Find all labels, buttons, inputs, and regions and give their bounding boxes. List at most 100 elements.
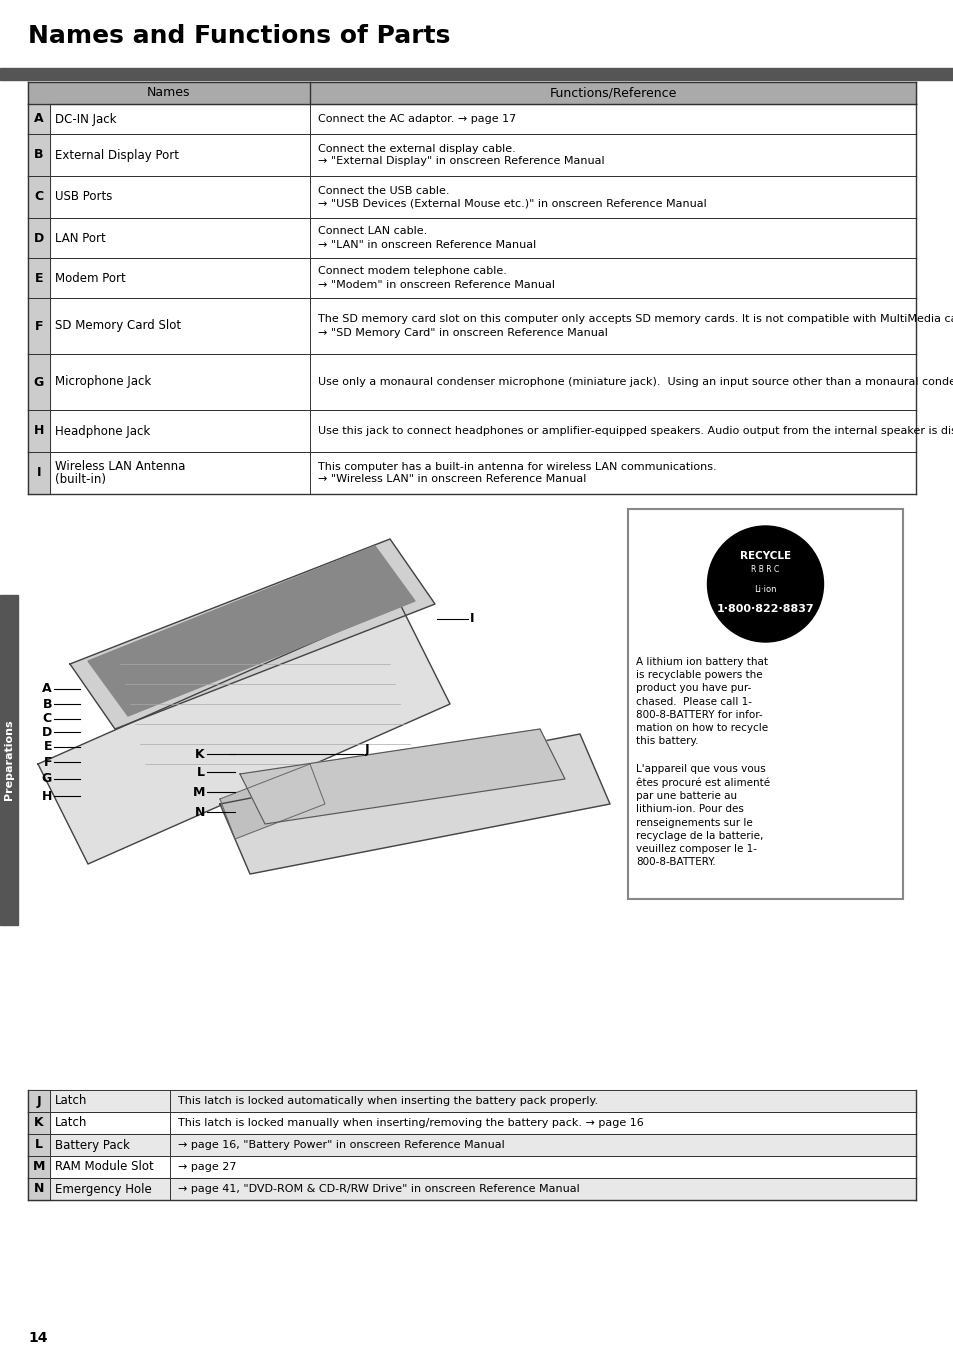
Bar [28, 1089, 915, 1112]
Polygon shape [70, 539, 435, 729]
Text: I: I [37, 467, 41, 479]
Text: G: G [34, 375, 44, 389]
Text: A: A [34, 112, 44, 126]
Text: N: N [194, 806, 205, 818]
Text: → "Wireless LAN" in onscreen Reference Manual: → "Wireless LAN" in onscreen Reference M… [317, 474, 586, 485]
Text: 1·800·822·8837: 1·800·822·8837 [716, 603, 814, 614]
Text: H: H [42, 790, 52, 802]
Text: F: F [34, 320, 43, 332]
Text: → page 27: → page 27 [178, 1162, 236, 1172]
Text: B: B [43, 698, 52, 710]
Bar [0, 595, 18, 925]
Polygon shape [220, 734, 609, 873]
Bar [28, 134, 915, 176]
Text: LAN Port: LAN Port [55, 231, 106, 244]
Text: 14: 14 [28, 1331, 48, 1345]
Text: → page 41, "DVD-ROM & CD-R/RW Drive" in onscreen Reference Manual: → page 41, "DVD-ROM & CD-R/RW Drive" in … [178, 1184, 579, 1193]
Text: H: H [33, 424, 44, 437]
Text: D: D [34, 231, 44, 244]
Text: G: G [42, 772, 52, 786]
Text: L: L [196, 765, 205, 779]
Text: Connect the USB cable.: Connect the USB cable. [317, 185, 449, 196]
Text: N: N [33, 1183, 44, 1196]
Bar [28, 410, 50, 452]
Bar [28, 104, 915, 134]
Text: USB Ports: USB Ports [55, 190, 112, 204]
Text: Connect LAN cable.: Connect LAN cable. [317, 227, 427, 236]
Text: → page 16, "Battery Power" in onscreen Reference Manual: → page 16, "Battery Power" in onscreen R… [178, 1139, 504, 1150]
Text: R B R C: R B R C [751, 566, 779, 575]
Text: External Display Port: External Display Port [55, 148, 179, 162]
Bar [28, 1156, 915, 1179]
Text: Modem Port: Modem Port [55, 271, 126, 285]
Bar [28, 1134, 50, 1156]
Text: Functions/Reference: Functions/Reference [549, 86, 676, 100]
Text: SD Memory Card Slot: SD Memory Card Slot [55, 320, 181, 332]
Text: This latch is locked automatically when inserting the battery pack properly.: This latch is locked automatically when … [178, 1096, 598, 1106]
Bar [28, 82, 915, 104]
Text: DC-IN Jack: DC-IN Jack [55, 112, 116, 126]
Bar [28, 354, 915, 410]
Text: C: C [34, 190, 44, 204]
Bar [28, 354, 50, 410]
Bar [28, 217, 915, 258]
Circle shape [707, 526, 822, 643]
Text: C: C [43, 713, 52, 725]
Polygon shape [38, 603, 450, 864]
Text: Li·ion: Li·ion [754, 585, 776, 594]
Text: J: J [36, 1095, 41, 1107]
Text: Latch: Latch [55, 1095, 88, 1107]
Text: RECYCLE: RECYCLE [740, 551, 790, 562]
Bar [28, 176, 50, 217]
Bar [28, 1179, 915, 1200]
Bar [28, 410, 915, 452]
Text: K: K [195, 748, 205, 760]
Text: → "Modem" in onscreen Reference Manual: → "Modem" in onscreen Reference Manual [317, 279, 555, 289]
Text: → "LAN" in onscreen Reference Manual: → "LAN" in onscreen Reference Manual [317, 239, 536, 250]
Bar [28, 1179, 50, 1200]
Text: K: K [34, 1116, 44, 1130]
Bar [28, 1134, 915, 1156]
Bar [28, 1112, 50, 1134]
Bar [28, 298, 915, 354]
Text: Battery Pack: Battery Pack [55, 1138, 130, 1152]
Bar [28, 1089, 50, 1112]
Polygon shape [240, 729, 564, 823]
Bar [28, 134, 50, 176]
Bar [28, 258, 50, 298]
Text: RAM Module Slot: RAM Module Slot [55, 1161, 153, 1173]
Text: Connect modem telephone cable.: Connect modem telephone cable. [317, 266, 506, 277]
Text: Preparations: Preparations [4, 720, 14, 801]
Text: Names and Functions of Parts: Names and Functions of Parts [28, 24, 450, 49]
Bar [28, 104, 50, 134]
Text: Use this jack to connect headphones or amplifier-equipped speakers. Audio output: Use this jack to connect headphones or a… [317, 427, 953, 436]
Text: Names: Names [147, 86, 191, 100]
Text: L: L [35, 1138, 43, 1152]
Text: F: F [44, 756, 52, 768]
Text: I: I [470, 613, 474, 625]
Text: J: J [365, 743, 369, 756]
Text: → "External Display" in onscreen Reference Manual: → "External Display" in onscreen Referen… [317, 157, 604, 166]
Bar [28, 452, 915, 494]
Text: E: E [44, 741, 52, 753]
Bar [28, 452, 50, 494]
Text: A: A [42, 683, 52, 695]
Text: M: M [32, 1161, 45, 1173]
Text: (built-in): (built-in) [55, 474, 106, 486]
Text: Connect the external display cable.: Connect the external display cable. [317, 143, 516, 154]
Text: This computer has a built-in antenna for wireless LAN communications.: This computer has a built-in antenna for… [317, 462, 716, 471]
Polygon shape [220, 764, 325, 838]
Text: L'appareil que vous vous
êtes procuré est alimenté
par une batterie au
lithium-i: L'appareil que vous vous êtes procuré es… [636, 764, 769, 867]
Text: This latch is locked manually when inserting/removing the battery pack. → page 1: This latch is locked manually when inser… [178, 1118, 643, 1129]
Bar [28, 258, 915, 298]
Text: Headphone Jack: Headphone Jack [55, 424, 150, 437]
Bar [28, 217, 50, 258]
Text: Wireless LAN Antenna: Wireless LAN Antenna [55, 459, 185, 472]
Bar [28, 298, 50, 354]
Polygon shape [88, 545, 415, 716]
Bar [28, 176, 915, 217]
Text: Emergency Hole: Emergency Hole [55, 1183, 152, 1196]
Text: Use only a monaural condenser microphone (miniature jack).  Using an input sourc: Use only a monaural condenser microphone… [317, 377, 953, 387]
Text: → "SD Memory Card" in onscreen Reference Manual: → "SD Memory Card" in onscreen Reference… [317, 328, 607, 338]
Bar [28, 1156, 50, 1179]
